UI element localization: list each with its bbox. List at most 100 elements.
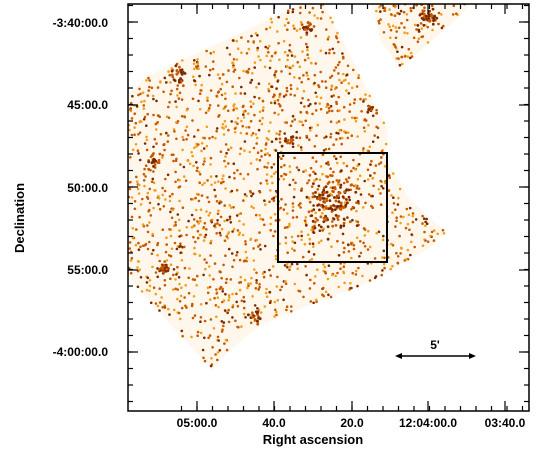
photon-dot (371, 140, 375, 143)
photon-dot (197, 143, 200, 146)
photon-dot (406, 248, 410, 252)
photon-dot (399, 252, 402, 255)
photon-dot (233, 130, 237, 134)
photon-dot (174, 278, 177, 281)
photon-dot (293, 241, 297, 245)
photon-dot (291, 202, 295, 205)
photon-dot (265, 179, 268, 182)
photon-dot (288, 183, 292, 187)
photon-dot (215, 127, 219, 130)
photon-dot (259, 311, 263, 314)
photon-dot (247, 47, 251, 51)
photon-dot (351, 205, 355, 209)
photon-dot (425, 222, 429, 225)
photon-dot (148, 85, 151, 89)
photon-dot (289, 124, 293, 127)
photon-dot (273, 315, 276, 318)
photon-dot (389, 36, 392, 40)
photon-dot (200, 149, 203, 153)
photon-dot (313, 226, 317, 230)
photon-dot (163, 283, 167, 287)
photon-dot (343, 281, 346, 285)
photon-dot (170, 247, 174, 250)
photon-dot (332, 196, 336, 199)
photon-dot (289, 50, 293, 54)
photon-dot (130, 215, 134, 219)
photon-dot (239, 92, 243, 95)
photon-dot (217, 339, 220, 342)
photon-dot (273, 101, 277, 105)
photon-dot (196, 166, 199, 170)
photon-dot (217, 209, 220, 212)
photon-dot (195, 145, 198, 148)
photon-dot (180, 286, 183, 290)
photon-dot (175, 157, 178, 161)
photon-dot (181, 59, 184, 62)
photon-dot (148, 289, 151, 293)
photon-dot (146, 247, 150, 251)
photon-dot (235, 300, 238, 304)
photon-dot (133, 112, 136, 115)
photon-dot (314, 211, 318, 215)
photon-dot (355, 186, 359, 190)
photon-dot (176, 288, 179, 291)
photon-dot (341, 241, 345, 244)
photon-dot (293, 188, 296, 191)
photon-dot (364, 93, 367, 96)
photon-dot (239, 172, 242, 176)
photon-dot (240, 36, 243, 39)
photon-dot (261, 218, 265, 221)
photon-dot (293, 94, 297, 97)
photon-dot (288, 268, 291, 272)
photon-dot (263, 165, 267, 169)
photon-dot (131, 227, 135, 230)
photon-dot (185, 108, 189, 112)
photon-dot (218, 77, 222, 80)
photon-dot (332, 143, 335, 146)
photon-dot (337, 285, 341, 289)
photon-dot (205, 144, 209, 148)
photon-dot (350, 116, 354, 119)
photon-dot (414, 218, 418, 221)
photon-dot (322, 191, 326, 195)
photon-dot (356, 284, 359, 288)
photon-dot (306, 74, 309, 77)
photon-dot (285, 262, 289, 266)
photon-dot (221, 287, 224, 291)
photon-dot (232, 258, 236, 262)
photon-dot (257, 245, 260, 248)
photon-dot (313, 14, 316, 17)
photon-dot (275, 132, 279, 135)
photon-dot (441, 228, 445, 232)
photon-dot (193, 252, 196, 256)
photon-dot (142, 117, 146, 121)
photon-dot (184, 129, 187, 132)
photon-dot (181, 206, 185, 209)
photon-dot (423, 6, 426, 9)
photon-dot (332, 94, 336, 97)
photon-dot (232, 58, 236, 61)
photon-dot (269, 101, 273, 105)
photon-dot (326, 175, 329, 179)
photon-dot (226, 109, 230, 113)
photon-dot (388, 176, 392, 179)
photon-dot (331, 47, 335, 51)
photon-dot (207, 214, 211, 217)
photon-dot (216, 219, 219, 222)
photon-dot (224, 143, 228, 146)
photon-dot (320, 80, 324, 83)
photon-dot (395, 57, 398, 60)
photon-dot (311, 6, 315, 10)
photon-dot (141, 197, 144, 201)
photon-dot (341, 195, 345, 199)
photon-dot (240, 325, 243, 328)
photon-dot (305, 110, 309, 114)
photon-dot (338, 137, 342, 140)
photon-dot (275, 310, 278, 314)
photon-dot (254, 213, 258, 217)
photon-dot (305, 273, 308, 277)
photon-dot (196, 128, 200, 132)
photon-dot (286, 54, 290, 57)
photon-dot (430, 230, 434, 234)
